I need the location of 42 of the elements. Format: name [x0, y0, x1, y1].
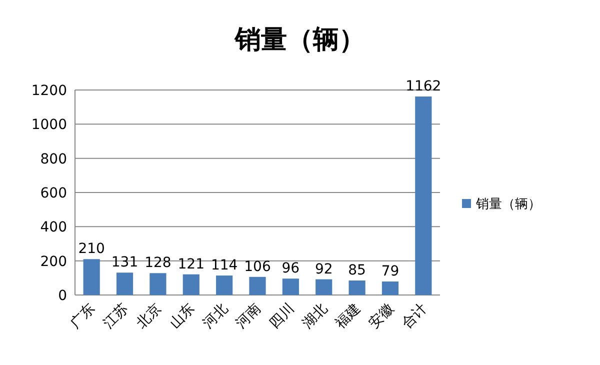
- bar: [182, 274, 200, 295]
- chart-title: 销量（辆）: [234, 25, 365, 55]
- data-label: 106: [244, 258, 271, 275]
- bar: [150, 273, 166, 295]
- bar: [249, 276, 266, 295]
- bar: [83, 259, 100, 295]
- y-tick-label: 800: [40, 151, 67, 168]
- bar: [382, 282, 399, 295]
- y-tick-label: 600: [40, 186, 67, 202]
- x-tick-label: 合计: [399, 300, 430, 332]
- bar: [316, 279, 332, 295]
- y-tick-label: 1200: [31, 83, 67, 99]
- x-tick-label: 江苏: [100, 300, 132, 332]
- x-tick-label: 河北: [200, 300, 232, 332]
- x-tick-label: 山东: [166, 300, 198, 332]
- data-label: 121: [178, 256, 205, 272]
- y-tick-label: 1000: [31, 117, 67, 134]
- bar: [348, 280, 366, 295]
- x-tick-label: 福建: [332, 300, 364, 332]
- bar: [415, 96, 432, 295]
- data-label: 92: [314, 261, 333, 278]
- bar: [216, 276, 233, 295]
- x-tick-label: 河南: [233, 300, 264, 332]
- y-tick-label: 0: [58, 288, 67, 304]
- y-tick-label: 400: [40, 220, 67, 236]
- data-label: 131: [111, 254, 138, 271]
- x-tick-label: 湖北: [300, 300, 331, 332]
- y-tick-label: 200: [40, 254, 67, 270]
- data-label: 1162: [406, 78, 442, 94]
- x-tick-label: 北京: [134, 300, 165, 332]
- data-label: 128: [144, 255, 172, 272]
- bar: [116, 272, 134, 295]
- x-tick-label: 四川: [266, 300, 298, 332]
- data-label: 85: [348, 262, 366, 278]
- data-label: 96: [282, 260, 300, 277]
- x-tick-label: 广东: [67, 300, 98, 332]
- data-label: 114: [210, 258, 238, 274]
- x-tick-label: 安徽: [366, 300, 398, 332]
- legend-label: 销量（辆）: [475, 197, 541, 212]
- data-label: 79: [381, 264, 400, 280]
- bar: [282, 278, 299, 295]
- data-label: 210: [78, 241, 105, 258]
